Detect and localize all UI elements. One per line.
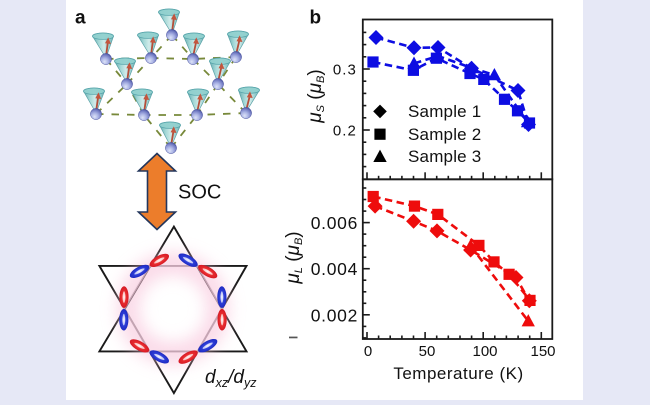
svg-text:0.004: 0.004 — [311, 259, 358, 279]
svg-text:0.006: 0.006 — [311, 213, 358, 233]
svg-text:0.3: 0.3 — [333, 61, 357, 78]
svg-text:a: a — [75, 8, 86, 29]
svg-text:Sample 2: Sample 2 — [408, 125, 481, 144]
svg-text:0: 0 — [364, 343, 372, 360]
svg-text:0.002: 0.002 — [311, 305, 358, 325]
svg-text:Sample 1: Sample 1 — [408, 102, 481, 121]
svg-text:μS (μB): μS (μB) — [305, 69, 327, 123]
svg-text:SOC: SOC — [178, 182, 221, 204]
svg-text:Sample 3: Sample 3 — [408, 147, 481, 166]
svg-text:μL (μB): μL (μB) — [283, 231, 305, 284]
svg-text:100: 100 — [472, 343, 497, 360]
svg-text:150: 150 — [530, 343, 555, 360]
svg-text:50: 50 — [419, 343, 436, 360]
svg-text:Temperature (K): Temperature (K) — [393, 364, 523, 383]
svg-text:0.2: 0.2 — [333, 122, 357, 139]
svg-text:b: b — [310, 8, 322, 29]
